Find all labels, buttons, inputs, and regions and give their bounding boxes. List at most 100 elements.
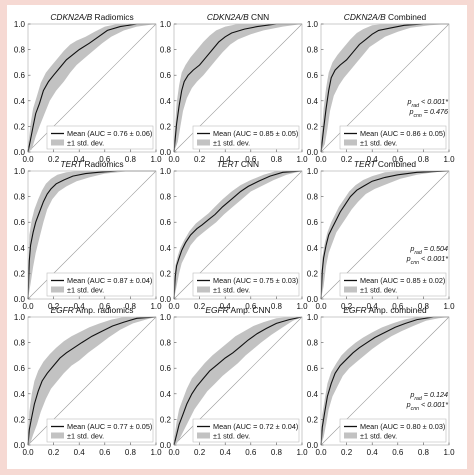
y-tick-label: 0.0 xyxy=(14,441,26,450)
p-value-text: < 0.001* xyxy=(419,97,448,106)
y-tick-label: 0.0 xyxy=(307,148,319,157)
plot-frame xyxy=(320,23,450,153)
y-tick-label: 0.4 xyxy=(14,97,26,106)
roc-panel-6: 0.0 0.2 0.4 0.6 0.8 1.0 0.0 0.2 0.4 0.6 0.8 1.0 TERT… xyxy=(307,159,455,311)
x-tick-label: 0.6 xyxy=(245,448,257,457)
y-tick-label: 0.6 xyxy=(14,364,26,373)
legend-mean-label: Mean (AUC = 0.77 ± 0.05) xyxy=(67,422,152,431)
legend-mean-label: Mean (AUC = 0.85 ± 0.05) xyxy=(213,129,298,138)
y-tick-label: 1.0 xyxy=(14,20,26,29)
y-tick-label: 0.0 xyxy=(160,295,172,304)
x-tick-label: 1.0 xyxy=(150,155,162,164)
panel-title-model: Amp. combined xyxy=(367,305,427,315)
p-value-text: < 0.001* xyxy=(419,400,448,409)
legend-band-label: ±1 std. dev. xyxy=(360,286,397,295)
mean-roc-curve xyxy=(27,316,157,446)
x-tick-label: 0.6 xyxy=(99,448,111,457)
x-tick-label: 0.4 xyxy=(367,302,379,311)
mean-roc-curve xyxy=(320,170,450,300)
panel-title-gene: TERT xyxy=(217,159,240,169)
plot-frame xyxy=(27,170,157,300)
panel-title: EGFR Amp. combined xyxy=(343,305,427,315)
p-value-annotation: prad = 0.504 xyxy=(409,244,448,256)
y-tick-label: 0.6 xyxy=(14,71,26,80)
legend: Mean (AUC = 0.85 ± 0.05)±1 std. dev. xyxy=(192,125,300,150)
legend-box xyxy=(192,125,300,150)
x-tick-label: 0.2 xyxy=(194,155,206,164)
x-tick-label: 0.0 xyxy=(315,448,327,457)
panel-title: EGFR Amp. radiomics xyxy=(51,305,134,315)
panel-title-model: CNN xyxy=(249,12,269,22)
roc-figure-svg: 0.0 0.2 0.4 0.6 0.8 1.00.00.20.40.60.81.0CDKN… xyxy=(14,12,455,457)
legend-band-swatch xyxy=(51,286,64,293)
x-tick-label: 0.4 xyxy=(74,448,86,457)
x-tick-label: 0.4 xyxy=(220,302,232,311)
panel-title-gene: TERT xyxy=(354,159,377,169)
x-tick-label: 0.8 xyxy=(418,302,430,311)
std-dev-band xyxy=(321,317,449,445)
legend-band-swatch xyxy=(344,286,357,293)
legend-band-swatch xyxy=(51,432,64,439)
y-tick-label: 0.6 xyxy=(14,218,26,227)
p-subscript: rad xyxy=(412,103,421,109)
p-value-text: = 0.504 xyxy=(422,244,448,253)
legend: Mean (AUC = 0.72 ± 0.04)±1 std. dev. xyxy=(192,418,300,443)
y-tick-label: 0.8 xyxy=(160,193,172,202)
x-tick-label: 0.4 xyxy=(367,155,379,164)
legend-band-label: ±1 std. dev. xyxy=(67,139,104,148)
x-tick-label: 1.0 xyxy=(443,302,455,311)
x-tick-label: 0.2 xyxy=(194,302,206,311)
p-value-text: = 0.476 xyxy=(422,107,448,116)
x-tick-label: 0.8 xyxy=(418,155,430,164)
roc-panel-7: 0.0 0.2 0.4 0.6 0.8 1.0 0.0 0.2 0.4 0.6 0.8 1.0 EGFR… xyxy=(14,305,162,457)
legend-band-swatch xyxy=(344,139,357,146)
panel-title-model: Radiomics xyxy=(92,12,133,22)
p-symbol: p xyxy=(406,400,411,409)
std-dev-band xyxy=(174,171,302,299)
x-tick-label: 0.2 xyxy=(48,302,60,311)
x-tick-label: 0.8 xyxy=(418,448,430,457)
panel-title-model: CNN xyxy=(239,159,259,169)
y-tick-label: 0.8 xyxy=(14,193,26,202)
legend-band-label: ±1 std. dev. xyxy=(360,139,397,148)
legend-band-swatch xyxy=(197,139,210,146)
legend-box xyxy=(46,418,154,443)
mean-roc-curve xyxy=(320,23,449,153)
x-tick-label: 1.0 xyxy=(296,448,308,457)
x-tick-label: 1.0 xyxy=(296,155,308,164)
p-value-annotation: prad = 0.124 xyxy=(409,390,448,402)
legend-band-label: ±1 std. dev. xyxy=(360,432,397,441)
y-tick-label: 0.4 xyxy=(14,244,26,253)
mean-roc-curve xyxy=(27,170,156,300)
y-tick-label: 1.0 xyxy=(160,313,172,322)
legend-box xyxy=(46,272,154,297)
plot-frame xyxy=(27,316,157,446)
y-tick-label: 1.0 xyxy=(307,20,319,29)
p-value-annotation: pcnn < 0.001* xyxy=(406,400,449,412)
y-tick-label: 0.8 xyxy=(307,46,319,55)
panel-title-model: Combined xyxy=(376,159,417,169)
roc-panel-3: 0.0 0.2 0.4 0.6 0.8 1.0 0.0 0.2 0.4 0.6 0.8 1.0 CDKN… xyxy=(307,12,455,164)
panel-title: EGFR Amp. CNN xyxy=(205,305,270,315)
x-tick-label: 1.0 xyxy=(296,302,308,311)
roc-panel-5: 0.0 0.2 0.4 0.6 0.8 1.0 0.0 0.2 0.4 0.6 0.8 1.0 TERT… xyxy=(160,159,308,311)
panel-title-gene: EGFR xyxy=(51,305,74,315)
panel-title: CDKN2A/B CNN xyxy=(207,12,269,22)
x-tick-label: 0.6 xyxy=(99,155,111,164)
x-tick-label: 1.0 xyxy=(150,448,162,457)
x-tick-label: 0.0 xyxy=(22,155,34,164)
legend-mean-label: Mean (AUC = 0.85 ± 0.02) xyxy=(360,276,445,285)
y-tick-label: 0.0 xyxy=(160,441,172,450)
legend: Mean (AUC = 0.85 ± 0.02)±1 std. dev. xyxy=(339,272,447,297)
y-tick-label: 0.4 xyxy=(307,390,319,399)
p-symbol: p xyxy=(409,244,414,253)
x-tick-label: 0.2 xyxy=(341,448,353,457)
y-tick-label: 0.8 xyxy=(14,46,26,55)
mean-roc-curve xyxy=(27,23,156,153)
p-value-annotation: pcnn < 0.001* xyxy=(406,254,449,266)
mean-roc-curve xyxy=(320,316,449,446)
y-tick-label: 0.0 xyxy=(307,295,319,304)
plot-frame xyxy=(320,316,450,446)
x-tick-label: 0.4 xyxy=(74,155,86,164)
legend-box xyxy=(339,418,447,443)
